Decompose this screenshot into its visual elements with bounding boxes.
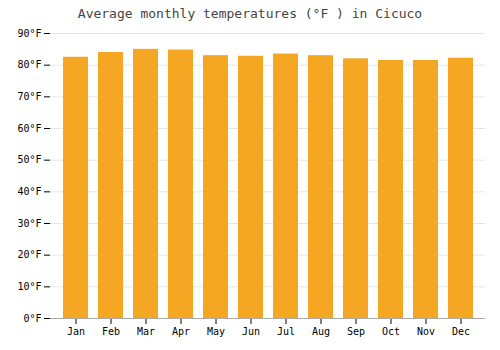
svg-text:80°F: 80°F bbox=[17, 59, 41, 70]
svg-text:Mar: Mar bbox=[137, 326, 155, 337]
svg-text:Oct: Oct bbox=[382, 326, 400, 337]
svg-text:10°F: 10°F bbox=[17, 281, 41, 292]
svg-text:Aug: Aug bbox=[312, 326, 330, 337]
svg-text:Feb: Feb bbox=[102, 326, 120, 337]
svg-text:60°F: 60°F bbox=[17, 123, 41, 134]
svg-text:Dec: Dec bbox=[452, 326, 470, 337]
svg-text:90°F: 90°F bbox=[17, 28, 41, 39]
svg-text:Jan: Jan bbox=[67, 326, 85, 337]
html-text:Average monthly temperatures (: Average monthly temperatures (°F ) in Ci… bbox=[77, 6, 423, 21]
svg-text:70°F: 70°F bbox=[17, 91, 41, 102]
svg-text:30°F: 30°F bbox=[17, 218, 41, 229]
svg-text:Sep: Sep bbox=[347, 326, 365, 337]
svg-text:Jul: Jul bbox=[277, 326, 295, 337]
svg-text:Nov: Nov bbox=[417, 326, 435, 337]
svg-text:May: May bbox=[207, 326, 225, 337]
svg-text:0°F: 0°F bbox=[23, 313, 41, 324]
svg-text:50°F: 50°F bbox=[17, 154, 41, 165]
svg-text:40°F: 40°F bbox=[17, 186, 41, 197]
svg-text:20°F: 20°F bbox=[17, 249, 41, 260]
svg-text:Apr: Apr bbox=[172, 326, 190, 337]
svg-text:Jun: Jun bbox=[242, 326, 260, 337]
